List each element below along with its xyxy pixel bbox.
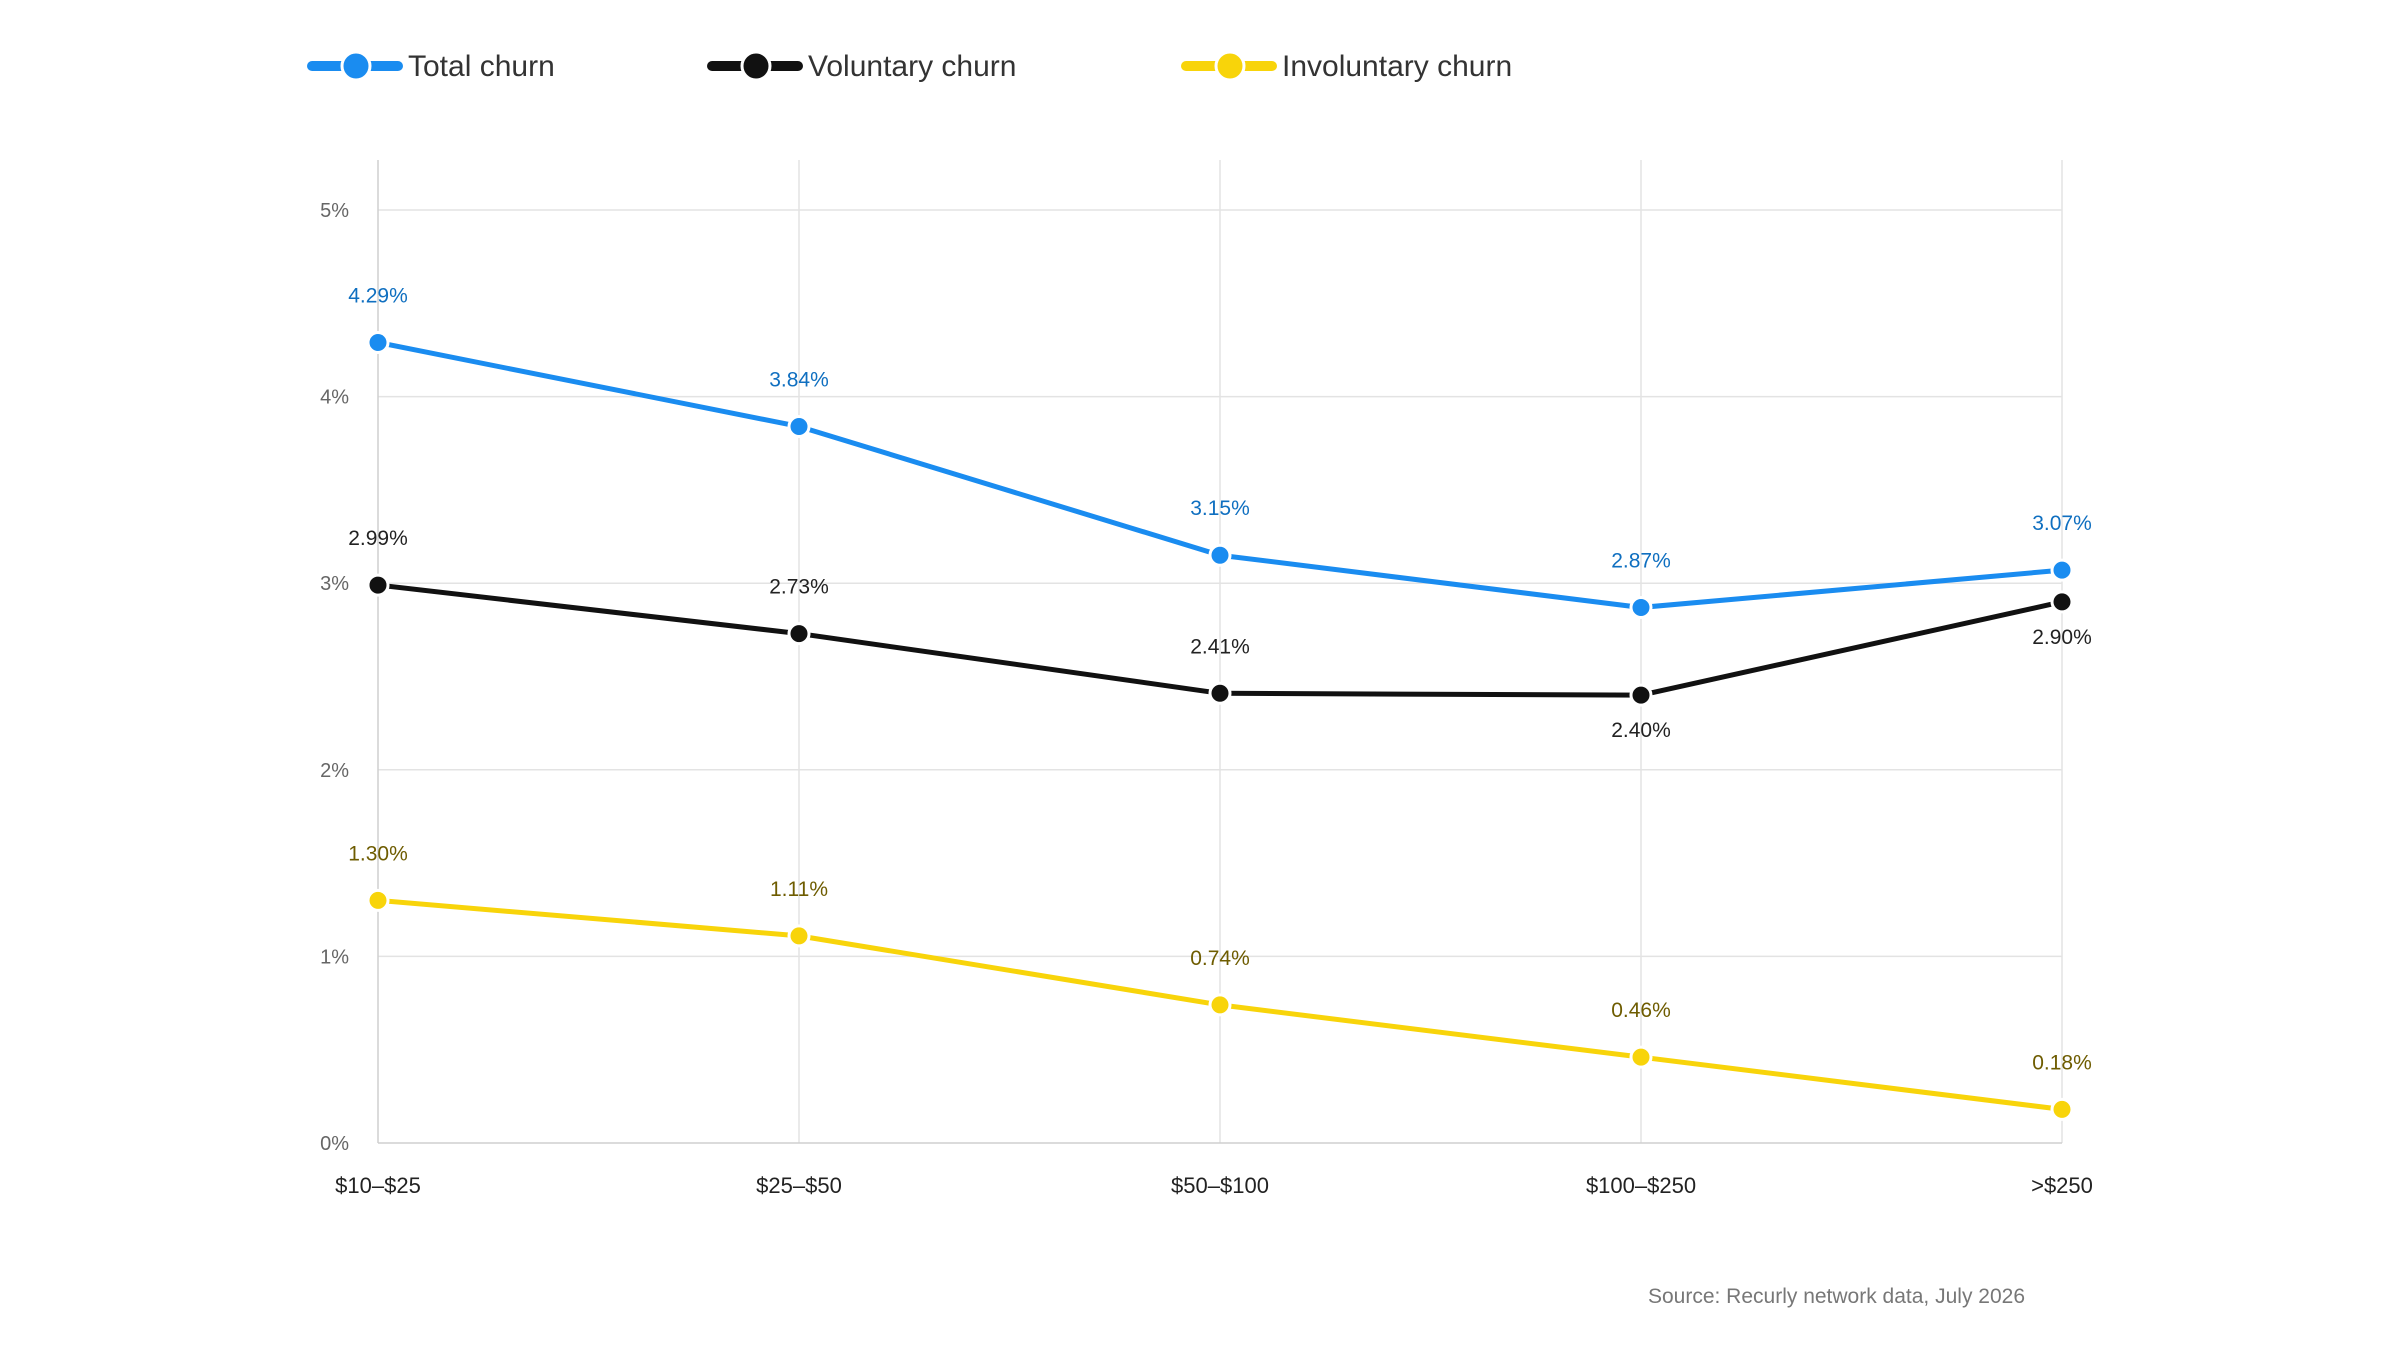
legend: Total churn Voluntary churn Involuntary ch…: [307, 50, 1512, 83]
legend-swatch-dot-2: [1214, 50, 1246, 82]
series-1-label-4: 2.90%: [2032, 626, 2092, 649]
series-0-point-1: [787, 414, 811, 438]
legend-swatch-dot-0: [340, 50, 372, 82]
legend-label-1: Voluntary churn: [808, 50, 1016, 83]
series-2-label-0: 1.30%: [348, 842, 408, 865]
series-1-label-1: 2.73%: [769, 576, 829, 599]
series-0-label-4: 3.07%: [2032, 512, 2092, 535]
series-0-label-1: 3.84%: [769, 368, 829, 391]
series-2-label-4: 0.18%: [2032, 1051, 2092, 1074]
axes: [377, 160, 2062, 1144]
source-note: Source: Recurly network data, July 2026: [1648, 1285, 2025, 1308]
series-0-point-2: [1208, 543, 1232, 567]
series-0-label-2: 3.15%: [1190, 497, 1250, 520]
x-tick-label-0: $10–$25: [335, 1173, 421, 1198]
series-2-label-2: 0.74%: [1190, 947, 1250, 970]
series-0-point-3: [1629, 595, 1653, 619]
y-tick-label-1: 1%: [320, 946, 349, 968]
series-1-label-0: 2.99%: [348, 527, 408, 550]
series-0-point-0: [366, 330, 390, 354]
series-1-point-1: [787, 622, 811, 646]
y-axis-ticks: 0% 1% 2% 3% 4% 5%: [320, 200, 349, 1155]
y-tick-label-5: 5%: [320, 200, 349, 222]
series-0-label-3: 2.87%: [1611, 549, 1671, 572]
series-0-label-0: 4.29%: [348, 284, 408, 307]
y-tick-label-0: 0%: [320, 1133, 349, 1155]
legend-label-2: Involuntary churn: [1282, 50, 1512, 83]
series-2-point-4: [2050, 1097, 2074, 1121]
y-tick-label-4: 4%: [320, 387, 349, 409]
series-2-point-1: [787, 924, 811, 948]
series-0-point-4: [2050, 558, 2074, 582]
series-2-point-3: [1629, 1045, 1653, 1069]
series-2-label-3: 0.46%: [1611, 999, 1671, 1022]
series-points: [366, 330, 2074, 1121]
data-labels: 4.29% 3.84% 3.15% 2.87% 3.07% 2.99% 2.73% 2.41%…: [348, 284, 2092, 1074]
y-tick-label-2: 2%: [320, 760, 349, 782]
series-2-label-1: 1.11%: [770, 878, 828, 901]
series-1-point-2: [1208, 681, 1232, 705]
series-2-point-0: [366, 888, 390, 912]
x-tick-label-1: $25–$50: [756, 1173, 842, 1198]
y-tick-label-3: 3%: [320, 573, 349, 595]
series-2-point-2: [1208, 993, 1232, 1017]
series-1-point-4: [2050, 590, 2074, 614]
series-1-point-0: [366, 573, 390, 597]
x-tick-label-3: $100–$250: [1586, 1173, 1696, 1198]
legend-label-0: Total churn: [408, 50, 555, 83]
x-axis-ticks: $10–$25 $25–$50 $50–$100 $100–$250 >$250: [335, 1173, 2093, 1198]
series-1-point-3: [1629, 683, 1653, 707]
legend-swatch-dot-1: [740, 50, 772, 82]
x-tick-label-2: $50–$100: [1171, 1173, 1269, 1198]
series-1-label-2: 2.41%: [1190, 635, 1250, 658]
x-tick-label-4: >$250: [2031, 1173, 2093, 1198]
series-1-label-3: 2.40%: [1611, 719, 1671, 742]
